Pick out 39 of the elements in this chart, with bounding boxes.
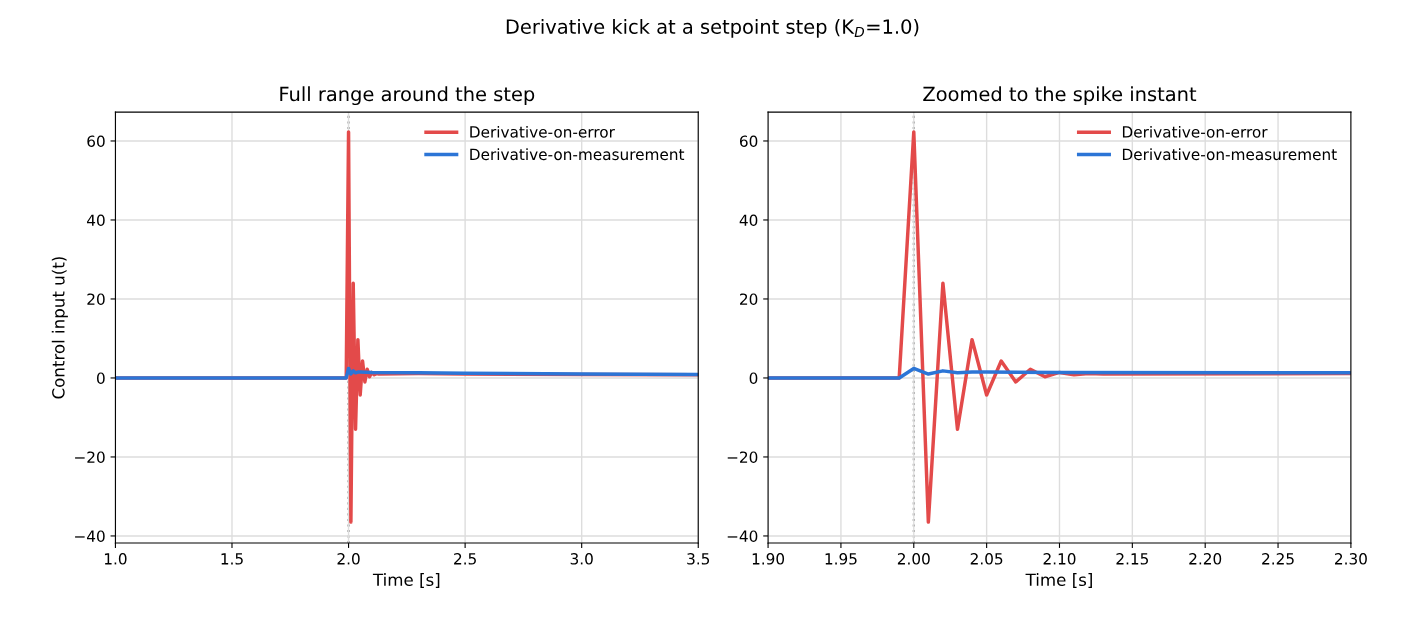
- legend-label: Derivative-on-error: [1122, 125, 1268, 138]
- y-tick-label: 40: [739, 214, 758, 226]
- x-tick-label: 1.5: [221, 553, 243, 565]
- y-tick-label: −20: [727, 451, 758, 463]
- x-tick-label: 2.25: [1262, 553, 1294, 565]
- x-tick-label: 2.10: [1043, 553, 1076, 565]
- legend-label: Derivative-on-measurement: [470, 148, 685, 161]
- x-tick-label: 3.0: [570, 553, 593, 565]
- x-tick-label: 2.5: [454, 553, 476, 565]
- y-tick-label: 40: [87, 214, 105, 226]
- chart-title: Zoomed to the spike instant: [923, 86, 1197, 106]
- chart-title: Full range around the step: [280, 86, 535, 106]
- y-tick-label: −40: [727, 530, 758, 542]
- y-tick-label: 20: [740, 293, 758, 305]
- x-tick-label: 1.95: [825, 553, 857, 565]
- x-tick-label: 2.20: [1189, 553, 1222, 565]
- x-tick-label: 2.30: [1335, 553, 1367, 565]
- line-series: [768, 366, 1351, 380]
- legend-label: Derivative-on-measurement: [1122, 148, 1337, 161]
- y-tick-label: 0: [749, 372, 758, 384]
- x-tick-label: 2.15: [1116, 553, 1149, 565]
- x-tick-label: 1.90: [752, 553, 785, 565]
- x-tick-label: 1.0: [104, 553, 127, 565]
- x-tick-label: 2.05: [970, 553, 1003, 565]
- y-tick-label: 0: [96, 372, 105, 384]
- x-tick-label: 2.0: [337, 553, 360, 565]
- y-tick-label: 60: [739, 135, 758, 147]
- y-tick-label: 60: [87, 135, 105, 147]
- line-series: [115, 366, 699, 380]
- x-axis-title: Time [s]: [1025, 573, 1092, 588]
- y-axis-title: Control input u(t): [51, 257, 68, 399]
- y-tick-label: −40: [75, 530, 105, 542]
- y-tick-label: 20: [87, 293, 105, 305]
- x-tick-label: 2.00: [897, 553, 930, 565]
- x-tick-label: 3.5: [687, 553, 710, 565]
- text: Derivative kick at a setpoint step (K$_{D}$=1.0): [506, 18, 919, 38]
- legend-label: Derivative-on-error: [470, 125, 615, 138]
- y-tick-label: −20: [75, 451, 105, 463]
- x-axis-title: Time [s]: [372, 573, 440, 588]
